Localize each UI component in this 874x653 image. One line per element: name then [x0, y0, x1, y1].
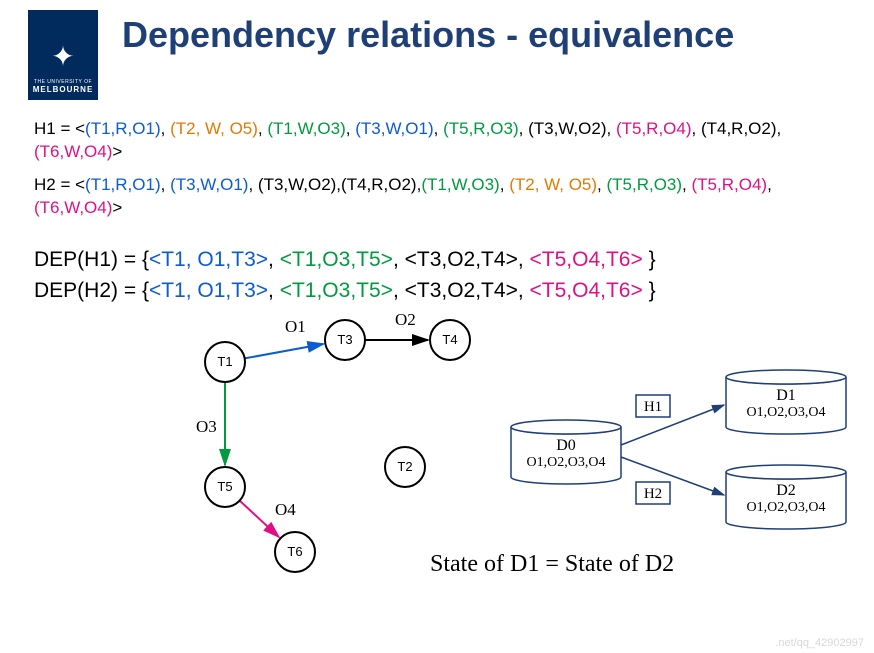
watermark: .net/qq_42902997 — [775, 637, 864, 649]
dependency-graph: O1 O2 O3 O4 T1 T3 T4 T5 T2 T6 — [180, 307, 480, 577]
state-caption: State of D1 = State of D2 — [430, 551, 674, 578]
dep-definitions: DEP(H1) = {<T1, O1,T3>, <T1,O3,T5>, <T3,… — [34, 244, 840, 307]
edge-label-O4: O4 — [275, 500, 296, 519]
university-logo: ✦ THE UNIVERSITY OF MELBOURNE — [28, 10, 98, 100]
diagram-area: O1O2O3O4T1T3T4T5T2T6 D0O1,O2,O3,O4D1O1,O… — [0, 307, 874, 587]
header: ✦ THE UNIVERSITY OF MELBOURNE Dependency… — [0, 0, 874, 100]
svg-text:D0: D0 — [556, 437, 576, 454]
node-label-T2: T2 — [397, 459, 412, 474]
edge-T1-T3 — [245, 344, 324, 358]
edge-T5-T6 — [240, 500, 279, 536]
dep-h2: DEP(H2) = {<T1, O1,T3>, <T1,O3,T5>, <T3,… — [34, 275, 840, 307]
edge-label-O1: O1 — [285, 317, 306, 336]
h2-definition: H2 = <(T1,R,O1), (T3,W,O1), (T3,W,O2),(T… — [34, 174, 840, 220]
h1-definition: H1 = <(T1,R,O1), (T2, W, O5), (T1,W,O3),… — [34, 118, 840, 164]
node-label-T1: T1 — [217, 354, 232, 369]
svg-text:O1,O2,O3,O4: O1,O2,O3,O4 — [747, 405, 826, 420]
dep-h1: DEP(H1) = {<T1, O1,T3>, <T1,O3,T5>, <T3,… — [34, 244, 840, 276]
node-label-T6: T6 — [287, 544, 302, 559]
cylinder-D1: D1O1,O2,O3,O4 — [726, 370, 846, 434]
svg-text:D1: D1 — [776, 387, 796, 404]
page-title: Dependency relations - equivalence — [122, 10, 734, 56]
cylinder-D2: D2O1,O2,O3,O4 — [726, 465, 846, 529]
box-label-H2: H2 — [644, 486, 662, 502]
svg-text:D2: D2 — [776, 482, 796, 499]
box-label-H1: H1 — [644, 399, 662, 415]
node-label-T4: T4 — [442, 332, 457, 347]
edge-label-O2: O2 — [395, 310, 416, 329]
edge-label-O3: O3 — [196, 417, 217, 436]
node-label-T5: T5 — [217, 479, 232, 494]
crest-icon: ✦ — [51, 40, 74, 73]
database-diagram: D0O1,O2,O3,O4D1O1,O2,O3,O4D2O1,O2,O3,O4H… — [506, 367, 866, 537]
svg-text:O1,O2,O3,O4: O1,O2,O3,O4 — [747, 500, 826, 515]
svg-text:O1,O2,O3,O4: O1,O2,O3,O4 — [527, 455, 606, 470]
node-label-T3: T3 — [337, 332, 352, 347]
cylinder-D0: D0O1,O2,O3,O4 — [511, 420, 621, 484]
body-text: H1 = <(T1,R,O1), (T2, W, O5), (T1,W,O3),… — [0, 100, 874, 307]
logo-line2: MELBOURNE — [33, 85, 94, 94]
